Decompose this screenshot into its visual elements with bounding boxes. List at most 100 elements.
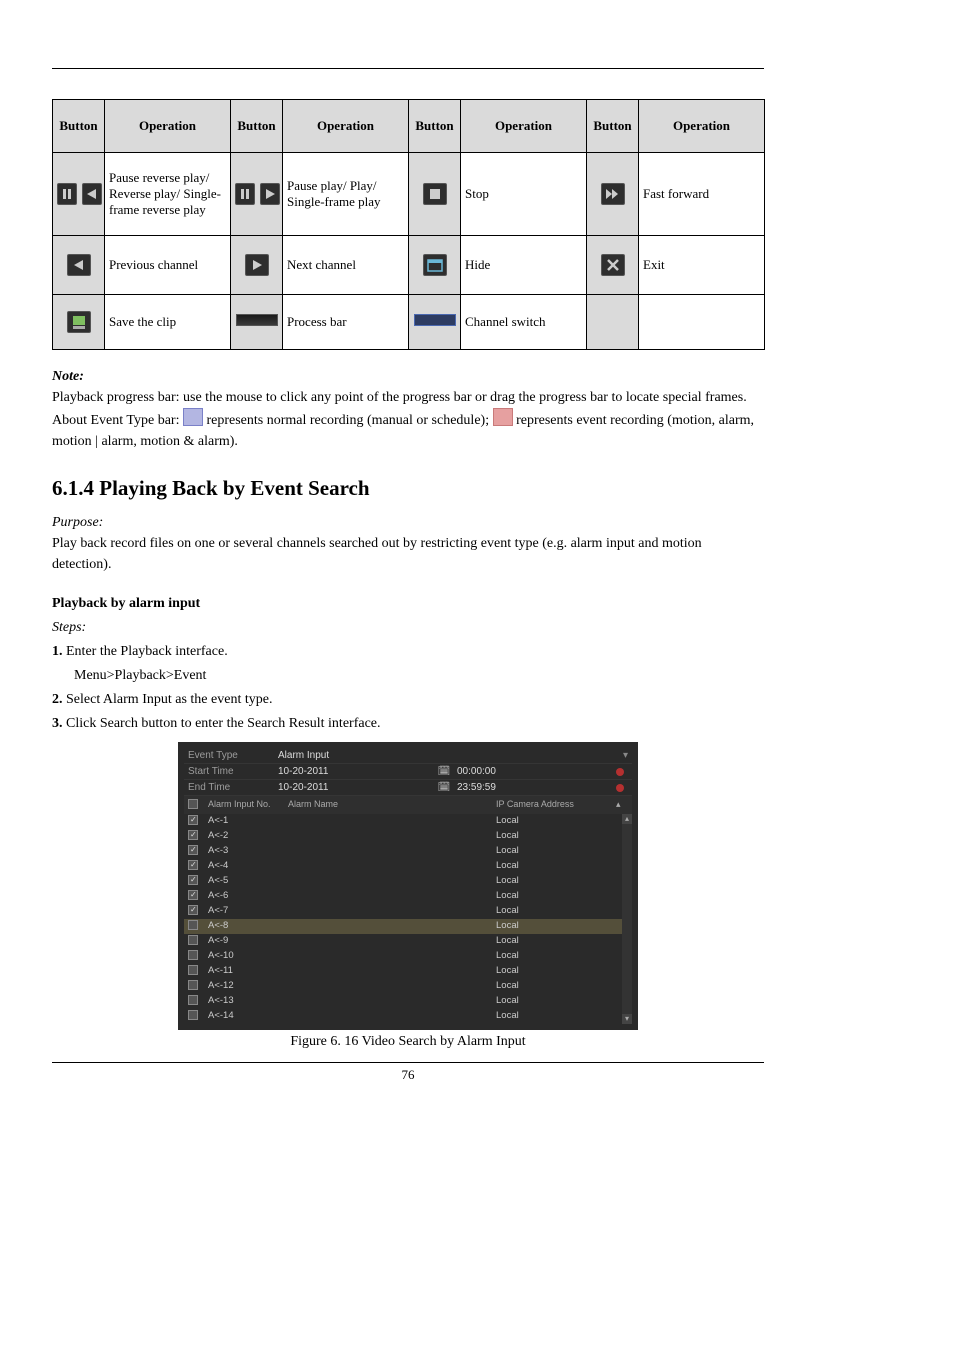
row-addr: Local bbox=[496, 875, 616, 888]
cell-icon-process-bar bbox=[231, 295, 283, 350]
ss-row[interactable]: A<-8Local bbox=[184, 919, 632, 934]
ss-row[interactable]: A<-7Local bbox=[184, 904, 632, 919]
ss-row[interactable]: A<-4Local bbox=[184, 859, 632, 874]
step-num-1: 1. bbox=[52, 644, 63, 659]
cell-icon-blank bbox=[587, 295, 639, 350]
row-checkbox[interactable] bbox=[188, 995, 198, 1005]
ss-end-time[interactable]: End Time 10-20-2011 🗓 23:59:59 bbox=[184, 780, 632, 796]
row-id: A<-13 bbox=[208, 995, 288, 1008]
cell-icon-next bbox=[231, 236, 283, 295]
steps-label: Steps: bbox=[52, 620, 764, 636]
row-id: A<-8 bbox=[208, 920, 288, 933]
row-checkbox[interactable] bbox=[188, 845, 198, 855]
channel-switch-icon bbox=[414, 314, 456, 326]
ss-list: A<-1LocalA<-2LocalA<-3LocalA<-4LocalA<-5… bbox=[184, 814, 632, 1024]
next-icon bbox=[245, 254, 269, 276]
content: Button Operation Button Operation Button… bbox=[52, 99, 764, 1083]
step-2: 2. Select Alarm Input as the event type. bbox=[52, 692, 764, 708]
pause-icon bbox=[235, 183, 255, 205]
ss-event-type[interactable]: Event Type Alarm Input ▾ bbox=[184, 748, 632, 764]
ss-row[interactable]: A<-12 Local bbox=[184, 979, 632, 994]
ss-row[interactable]: A<-2Local bbox=[184, 829, 632, 844]
cell-label: Previous channel bbox=[105, 236, 231, 295]
row-addr: Local bbox=[496, 980, 616, 993]
ss-row[interactable]: A<-14Local bbox=[184, 1009, 632, 1024]
row-checkbox[interactable] bbox=[188, 860, 198, 870]
playback-by-alarm: Playback by alarm input bbox=[52, 593, 764, 614]
scroll-up-icon[interactable]: ▴ bbox=[616, 799, 628, 811]
row-checkbox[interactable] bbox=[188, 875, 198, 885]
ss-row[interactable]: A<-5Local bbox=[184, 874, 632, 889]
table-header-row: Button Operation Button Operation Button… bbox=[53, 100, 765, 153]
cell-icon-channel-switch bbox=[409, 295, 461, 350]
ss-start-date: 10-20-2011 bbox=[278, 766, 437, 777]
ss-start-time-label: Start Time bbox=[188, 766, 278, 777]
row-checkbox[interactable] bbox=[188, 980, 198, 990]
cell-label: Pause reverse play/ Reverse play/ Single… bbox=[105, 153, 231, 236]
row-id: A<-2 bbox=[208, 830, 288, 843]
row-addr: Local bbox=[496, 860, 616, 873]
clock-icon[interactable] bbox=[616, 784, 624, 792]
row-name bbox=[288, 905, 496, 918]
ss-end-time-val: 23:59:59 bbox=[457, 782, 616, 793]
row-checkbox[interactable] bbox=[188, 1010, 198, 1020]
row-name bbox=[288, 815, 496, 828]
cell-label: Fast forward bbox=[639, 153, 765, 236]
row-checkbox[interactable] bbox=[188, 950, 198, 960]
table-row: Pause reverse play/ Reverse play/ Single… bbox=[53, 153, 765, 236]
play-icon bbox=[260, 183, 280, 205]
stop-icon bbox=[423, 183, 447, 205]
save-clip-icon bbox=[67, 311, 91, 333]
row-name bbox=[288, 860, 496, 873]
ss-row[interactable]: A<-6Local bbox=[184, 889, 632, 904]
toolbar-table: Button Operation Button Operation Button… bbox=[52, 99, 765, 350]
cell-label: Next channel bbox=[283, 236, 409, 295]
cell-icon-fastfwd bbox=[587, 153, 639, 236]
ss-start-time[interactable]: Start Time 10-20-2011 🗓 00:00:00 bbox=[184, 764, 632, 780]
row-addr: Local bbox=[496, 935, 616, 948]
pause-icon bbox=[57, 183, 77, 205]
scroll-down-icon[interactable]: ▾ bbox=[622, 1014, 632, 1024]
row-name bbox=[288, 1010, 496, 1023]
calendar-icon[interactable]: 🗓 bbox=[437, 766, 451, 777]
row-checkbox[interactable] bbox=[188, 935, 198, 945]
table-row: Previous channel Next channel Hide bbox=[53, 236, 765, 295]
th-op-4: Operation bbox=[639, 100, 765, 153]
row-addr: Local bbox=[496, 965, 616, 978]
row-checkbox[interactable] bbox=[188, 965, 198, 975]
clock-icon[interactable] bbox=[616, 768, 624, 776]
calendar-icon[interactable]: 🗓 bbox=[437, 782, 451, 793]
note-line-1: Playback progress bar: use the mouse to … bbox=[52, 387, 764, 408]
scroll-up-icon[interactable]: ▴ bbox=[622, 814, 632, 824]
red-swatch-icon bbox=[493, 408, 513, 426]
row-checkbox[interactable] bbox=[188, 890, 198, 900]
cell-icon-hide bbox=[409, 236, 461, 295]
ss-row[interactable]: A<-3Local bbox=[184, 844, 632, 859]
purpose-label: Purpose: bbox=[52, 515, 764, 531]
row-id: A<-12 bbox=[208, 980, 288, 993]
select-all-checkbox[interactable] bbox=[188, 799, 198, 809]
row-checkbox[interactable] bbox=[188, 815, 198, 825]
dropdown-icon[interactable]: ▾ bbox=[616, 750, 628, 761]
row-id: A<-7 bbox=[208, 905, 288, 918]
ss-row[interactable]: A<-10Local bbox=[184, 949, 632, 964]
step-3-text: Click Search button to enter the Search … bbox=[66, 716, 381, 731]
close-icon bbox=[601, 254, 625, 276]
ss-row[interactable]: A<-11Local bbox=[184, 964, 632, 979]
cell-icon-pause-play bbox=[231, 153, 283, 236]
th-op-3: Operation bbox=[461, 100, 587, 153]
scrollbar[interactable]: ▴ ▾ bbox=[622, 814, 632, 1024]
row-checkbox[interactable] bbox=[188, 920, 198, 930]
row-name bbox=[288, 935, 496, 948]
ss-row[interactable]: A<-1Local bbox=[184, 814, 632, 829]
row-name bbox=[288, 875, 496, 888]
ss-row[interactable]: A<-9Local bbox=[184, 934, 632, 949]
row-checkbox[interactable] bbox=[188, 830, 198, 840]
previous-icon bbox=[67, 254, 91, 276]
cell-label: Save the clip bbox=[105, 295, 231, 350]
ss-row[interactable]: A<-13Local bbox=[184, 994, 632, 1009]
ss-end-date: 10-20-2011 bbox=[278, 782, 437, 793]
step-3: 3. Click Search button to enter the Sear… bbox=[52, 716, 764, 732]
row-checkbox[interactable] bbox=[188, 905, 198, 915]
row-name bbox=[288, 965, 496, 978]
